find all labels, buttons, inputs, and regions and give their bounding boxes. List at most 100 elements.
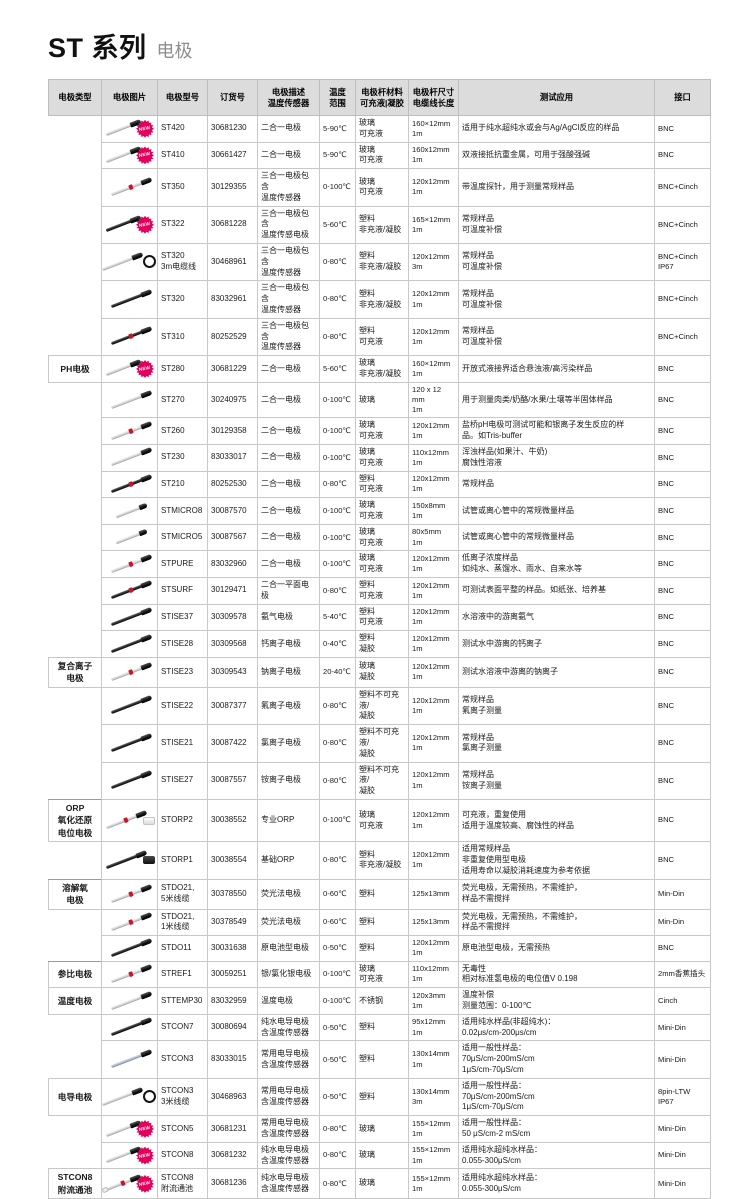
cell-line: ST280 (161, 363, 185, 373)
probe-graphic (110, 911, 152, 933)
cell-line: 可充液 (359, 820, 383, 830)
cell-category (48, 280, 102, 319)
cell-line: 凝胶 (359, 672, 375, 682)
cell-line: STCON7 (161, 1022, 194, 1032)
table-row: 参比电极 STREF1 30059251 银/氯化银电极 0-100℃ 玻璃 可充液 110x… (48, 960, 711, 989)
cell-temperature: 0-60℃ (319, 908, 356, 937)
cell-order-no: 80252530 (207, 470, 258, 499)
cell-application: 适用于纯水超纯水或会与Ag/AgCl反应的样品 (458, 115, 655, 143)
cell-line: BNC (658, 855, 675, 865)
cell-temperature: 0-100℃ (319, 444, 356, 472)
cell-line: BNC (658, 700, 675, 710)
cell-electrode-image (101, 960, 158, 989)
table-row: STMICRO8 30087570 二合一电极 0-100℃ 玻璃 可充液 150x8mm 1… (48, 497, 711, 525)
cell-line: 常规样品 (462, 326, 494, 336)
cell-application: 无毒性 相对标准氢电极的电位值V 0.198 (458, 960, 655, 989)
cell-application: 试管或离心管中的常规微量样品 (458, 523, 655, 552)
cell-line: ST410 (161, 149, 185, 159)
cell-model: ST310 (157, 317, 208, 357)
cell-line: 1m (412, 511, 423, 521)
cell-line: STCON3 (161, 1054, 194, 1064)
cell-order-no: 30059251 (207, 960, 258, 989)
cell-material: 玻璃 可充液 (355, 115, 409, 143)
cell-line: 1m (412, 224, 423, 234)
cell-category (48, 471, 102, 498)
cell-line: 155×12mm (412, 1173, 451, 1183)
cell-line: 0-80℃ (323, 738, 347, 748)
cell-material: 塑料 非充液/凝胶 (355, 841, 409, 880)
cell-connector: Min-Din (654, 878, 711, 910)
cell-line: 120x12mm (412, 770, 450, 780)
cell-electrode-image (101, 630, 158, 658)
cell-line: 1m (412, 431, 423, 441)
cell-model: ST350 (157, 168, 208, 207)
cell-order-no: 30087567 (207, 523, 258, 552)
cell-line: 玻璃 (359, 553, 375, 563)
cell-line: 1m (412, 1027, 423, 1037)
cell-line: 160×12mm (412, 358, 451, 368)
cell-line: BNC (658, 363, 675, 373)
cell-line: 1μS/cm-70μS/cm (462, 1065, 524, 1075)
cell-application: 荧光电极，无需预热，不需维护， 样品不需搅拌 (458, 878, 655, 910)
cell-line: ST320 (161, 251, 185, 261)
cell-line: STSURF (161, 585, 193, 595)
cell-line: 0-80℃ (323, 700, 347, 710)
cell-connector: Mini-Din (654, 1115, 711, 1143)
cell-temperature: 0-80℃ (319, 317, 356, 357)
probe-graphic (110, 695, 152, 716)
cell-category (48, 168, 102, 207)
cell-model: STCON3 3米线缆 (157, 1077, 208, 1117)
cell-line: STDO11 (161, 943, 192, 952)
cell-line: 可测试表面平整的样品。如纸张、培养基 (462, 585, 606, 595)
cell-line: 含温度传感器 (261, 1183, 309, 1193)
cell-connector: BNC (654, 656, 711, 688)
cell-description: 氨气电极 (257, 603, 320, 632)
cell-model: ST280 (157, 355, 208, 383)
cell-line: 双液接抵抗重金属，可用于强酸强碱 (462, 149, 590, 159)
cell-line: BNC+Cinch (658, 331, 698, 341)
cell-line: 1m (412, 299, 423, 309)
cell-line: 0-80℃ (323, 257, 347, 267)
col-header-material-line2: 可充液|凝胶 (360, 97, 404, 108)
cell-line: 3米线缆 (161, 1097, 190, 1107)
cell-description: 二合一电极 (257, 470, 320, 499)
table-row: STORP1 30038554 基础ORP 0-80℃ 塑料 非充液/凝胶 120x12mm… (48, 841, 711, 880)
cell-line: BNC (658, 943, 675, 953)
cell-line: 适用纯水超纯水样品： (462, 1173, 542, 1183)
cell-line: 160x12mm (412, 145, 450, 155)
cell-line: 125x13mm (412, 917, 450, 927)
probe-graphic (105, 359, 142, 379)
table-row: NEW ST410 30661427 二合一电极 5-90℃ 玻璃 可充液 160x12mm 1… (48, 141, 711, 170)
cell-line: 155×12mm (412, 1145, 451, 1155)
cell-electrode-image (101, 470, 158, 499)
cell-material: 塑料 (355, 1077, 409, 1117)
cell-line: 温度传感器 (261, 342, 301, 352)
cell-order-no: 30681231 (207, 1115, 258, 1143)
cell-application: 适用纯水超纯水样品： 0.055-300μS/cm (458, 1168, 655, 1199)
cell-line: 非充液/凝胶 (359, 262, 402, 272)
cell-line: 盐桥pH电极可测试可能和银离子发生反应的样 (462, 420, 625, 430)
cell-line: 凝胶 (359, 644, 375, 654)
cell-line: 30681236 (211, 1178, 247, 1188)
cell-line: 复合离子 (57, 660, 93, 671)
cell-category (48, 243, 102, 281)
probe-graphic (105, 215, 142, 234)
cell-model: STCON8 附流通池 (157, 1168, 208, 1199)
cell-line: 30309543 (211, 666, 247, 676)
cell-temperature: 5-60℃ (319, 205, 356, 244)
table-row: STISE37 30309578 氨气电极 5-40℃ 塑料 可充液 120x12mm 1m 水… (48, 603, 711, 632)
cell-category (48, 1014, 102, 1041)
cell-line: Mini-Din (658, 1054, 686, 1064)
col-header-temperature-line2: 范围 (329, 97, 346, 108)
cell-temperature: 0-100℃ (319, 523, 356, 552)
col-header-size-line1: 电极杆尺寸 (412, 86, 455, 97)
cell-order-no: 30468963 (207, 1077, 258, 1117)
cell-line: 无毒性 (462, 963, 486, 973)
cell-line: 1m (412, 1183, 423, 1193)
cell-line: 可充液 (359, 431, 383, 441)
cell-line: STCON3 (161, 1086, 194, 1096)
cell-model: STISE22 (157, 686, 208, 726)
cell-line: 30681232 (211, 1150, 247, 1160)
cell-model: ST320 3m电缆线 (157, 242, 208, 282)
cell-line: 0.055-300μS/cm (462, 1155, 521, 1165)
